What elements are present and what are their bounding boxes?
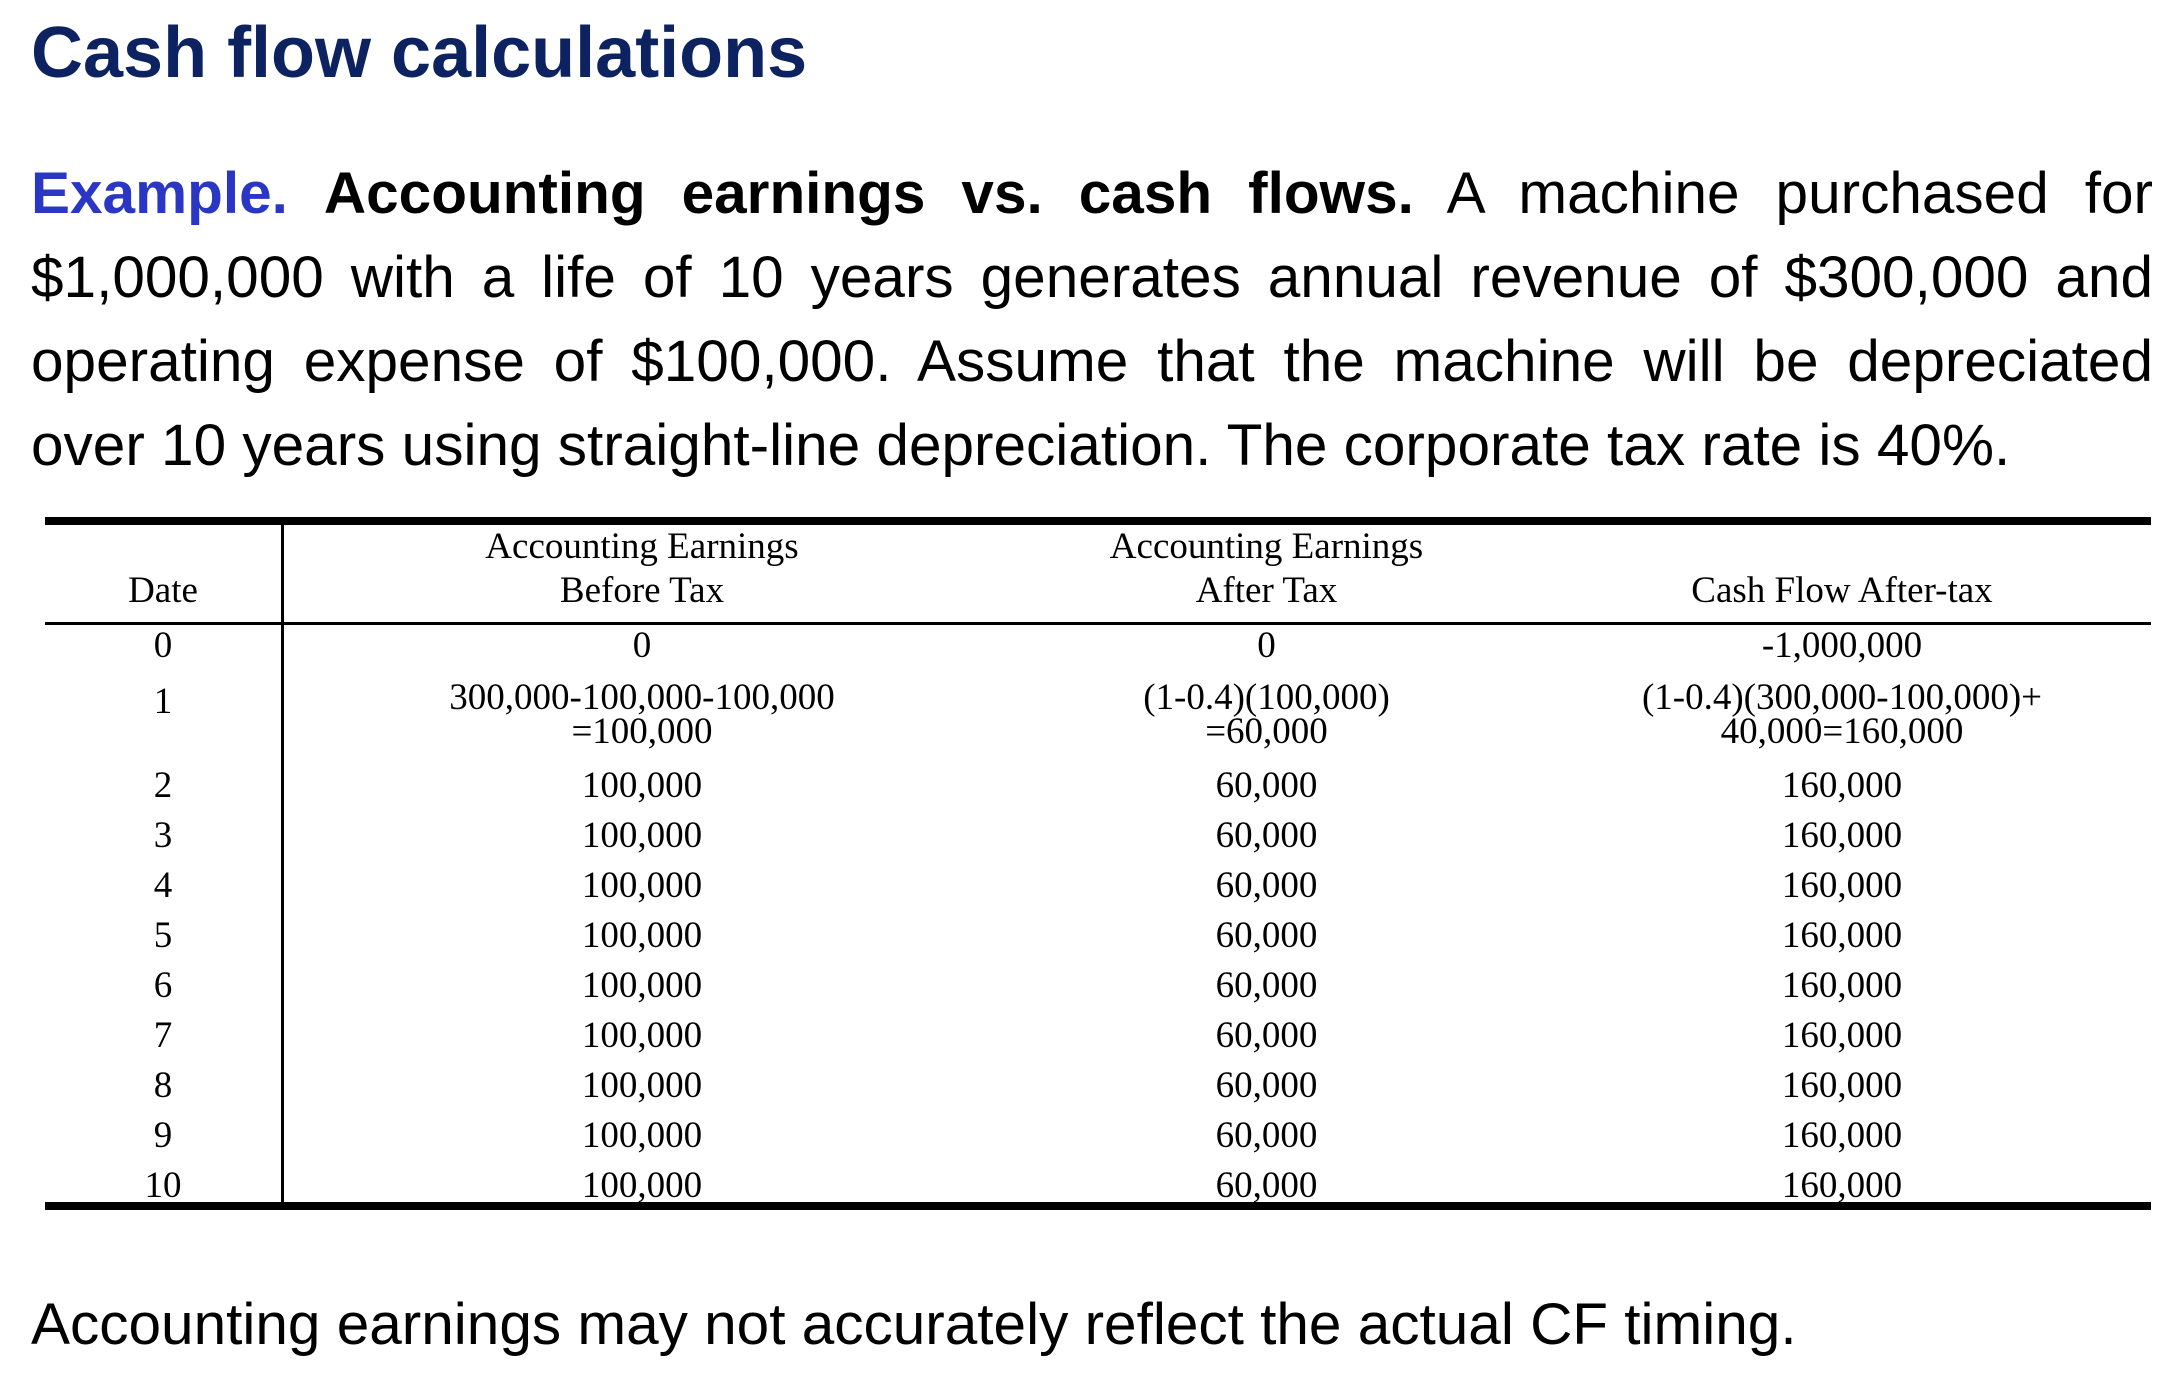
- header-before-tax-line1: Accounting Earnings: [485, 526, 799, 567]
- cell-before-tax-line: 0: [632, 625, 652, 666]
- cell-after-tax: 0: [1000, 625, 1533, 667]
- cell-cash-flow-line: 160,000: [1781, 1165, 1903, 1206]
- cell-cash-flow-line: -1,000,000: [1761, 625, 1923, 666]
- cell-cash-flow: 160,000: [1533, 815, 2151, 857]
- cell-date: 2: [153, 765, 173, 806]
- cell-before-tax-line: 100,000: [581, 1065, 703, 1106]
- cell-cash-flow: 160,000: [1533, 965, 2151, 1007]
- table-bottom-rule: [45, 1202, 2151, 1210]
- cell-cash-flow-line: 40,000=160,000: [1720, 711, 1964, 752]
- cell-cash-flow: -1,000,000: [1533, 625, 2151, 667]
- cell-before-tax: 100,000: [284, 1115, 1000, 1157]
- header-after-tax-line2: After Tax: [1195, 570, 1338, 611]
- cell-date: 7: [153, 1015, 173, 1056]
- example-label: Example.: [31, 161, 288, 226]
- header-cash-flow: Cash Flow After-tax: [1691, 570, 1993, 611]
- cell-before-tax-line: =100,000: [571, 711, 713, 752]
- cell-before-tax-line: 100,000: [581, 1015, 703, 1056]
- table-column-divider: [281, 525, 284, 1202]
- cell-cash-flow-line: 160,000: [1781, 915, 1903, 956]
- cell-before-tax-line: 100,000: [581, 765, 703, 806]
- cell-before-tax: 100,000: [284, 1165, 1000, 1207]
- footer-note: Accounting earnings may not accurately r…: [31, 1292, 1797, 1357]
- cell-date: 4: [153, 865, 173, 906]
- cell-cash-flow-line: 160,000: [1781, 1015, 1903, 1056]
- cell-cash-flow: 160,000: [1533, 915, 2151, 957]
- cell-after-tax: 60,000: [1000, 865, 1533, 907]
- example-text: A machine purchased for $1,000,000 with …: [31, 161, 2153, 478]
- cell-date: 5: [153, 915, 173, 956]
- cell-after-tax: 60,000: [1000, 965, 1533, 1007]
- cell-after-tax-line: 60,000: [1215, 965, 1318, 1006]
- cell-after-tax: 60,000: [1000, 1115, 1533, 1157]
- cell-before-tax-line: 100,000: [581, 815, 703, 856]
- cell-after-tax: 60,000: [1000, 1165, 1533, 1207]
- header-after-tax-line1: Accounting Earnings: [1109, 526, 1424, 567]
- header-after-tax: Accounting Earnings After Tax: [1000, 525, 1533, 613]
- cell-before-tax-line: 100,000: [581, 965, 703, 1006]
- cell-after-tax: 60,000: [1000, 1065, 1533, 1107]
- cell-cash-flow: 160,000: [1533, 1065, 2151, 1107]
- cell-date: 0: [153, 625, 173, 666]
- cell-date: 6: [153, 965, 173, 1006]
- cell-cash-flow: 160,000: [1533, 865, 2151, 907]
- cell-cash-flow-line: 160,000: [1781, 865, 1903, 906]
- cell-after-tax: (1-0.4)(100,000) =60,000: [1000, 677, 1533, 752]
- example-heading: Accounting earnings vs. cash flows.: [323, 161, 1414, 226]
- cell-before-tax: 100,000: [284, 815, 1000, 857]
- cell-after-tax: 60,000: [1000, 765, 1533, 807]
- cell-after-tax-line: 60,000: [1215, 1165, 1318, 1206]
- cell-after-tax-line: (1-0.4)(100,000): [1143, 677, 1390, 718]
- example-paragraph: Example. Accounting earnings vs. cash fl…: [31, 152, 2153, 488]
- cell-cash-flow: 160,000: [1533, 1015, 2151, 1057]
- cell-before-tax: 0: [284, 625, 1000, 667]
- cash-flow-table: Date Accounting Earnings Before Tax Acco…: [45, 517, 2151, 1210]
- header-before-tax: Accounting Earnings Before Tax: [284, 525, 1000, 613]
- cell-after-tax-line: 60,000: [1215, 1115, 1318, 1156]
- cell-after-tax-line: 60,000: [1215, 915, 1318, 956]
- cell-before-tax-line: 100,000: [581, 915, 703, 956]
- cell-after-tax-line: 60,000: [1215, 815, 1318, 856]
- cell-cash-flow: 160,000: [1533, 765, 2151, 807]
- cell-before-tax-line: 100,000: [581, 1115, 703, 1156]
- cell-before-tax: 100,000: [284, 1015, 1000, 1057]
- cell-cash-flow: (1-0.4)(300,000-100,000)+ 40,000=160,000: [1533, 677, 2151, 752]
- header-before-tax-line2: Before Tax: [559, 570, 725, 611]
- cell-date: 10: [144, 1165, 182, 1206]
- cell-before-tax: 100,000: [284, 965, 1000, 1007]
- cell-cash-flow-line: 160,000: [1781, 765, 1903, 806]
- cell-before-tax-line: 100,000: [581, 865, 703, 906]
- cell-cash-flow-line: 160,000: [1781, 1065, 1903, 1106]
- cell-after-tax: 60,000: [1000, 915, 1533, 957]
- cell-cash-flow-line: 160,000: [1781, 815, 1903, 856]
- cell-cash-flow-line: (1-0.4)(300,000-100,000)+: [1641, 677, 2043, 718]
- cell-before-tax-line: 300,000-100,000-100,000: [449, 677, 835, 718]
- cell-date: 9: [153, 1115, 173, 1156]
- cell-after-tax: 60,000: [1000, 815, 1533, 857]
- cell-date: 1: [153, 681, 173, 722]
- cell-after-tax-line: 60,000: [1215, 1065, 1318, 1106]
- cell-after-tax: 60,000: [1000, 1015, 1533, 1057]
- cell-after-tax-line: 0: [1257, 625, 1276, 666]
- cell-before-tax-line: 100,000: [581, 1165, 703, 1206]
- cell-date: 8: [153, 1065, 173, 1106]
- header-date: Date: [128, 570, 198, 611]
- table-header-rule: [45, 622, 2151, 625]
- cell-cash-flow: 160,000: [1533, 1165, 2151, 1207]
- cell-date: 3: [153, 815, 173, 856]
- cell-after-tax-line: =60,000: [1205, 711, 1328, 752]
- cell-cash-flow-line: 160,000: [1781, 965, 1903, 1006]
- cell-cash-flow-line: 160,000: [1781, 1115, 1903, 1156]
- cell-cash-flow: 160,000: [1533, 1115, 2151, 1157]
- cell-after-tax-line: 60,000: [1215, 1015, 1318, 1056]
- cell-before-tax: 300,000-100,000-100,000 =100,000: [284, 677, 1000, 752]
- cell-before-tax: 100,000: [284, 915, 1000, 957]
- cell-after-tax-line: 60,000: [1215, 865, 1318, 906]
- table-top-rule: [45, 517, 2151, 525]
- cell-before-tax: 100,000: [284, 865, 1000, 907]
- page-title: Cash flow calculations: [31, 13, 808, 93]
- cell-before-tax: 100,000: [284, 1065, 1000, 1107]
- cell-before-tax: 100,000: [284, 765, 1000, 807]
- cell-after-tax-line: 60,000: [1215, 765, 1318, 806]
